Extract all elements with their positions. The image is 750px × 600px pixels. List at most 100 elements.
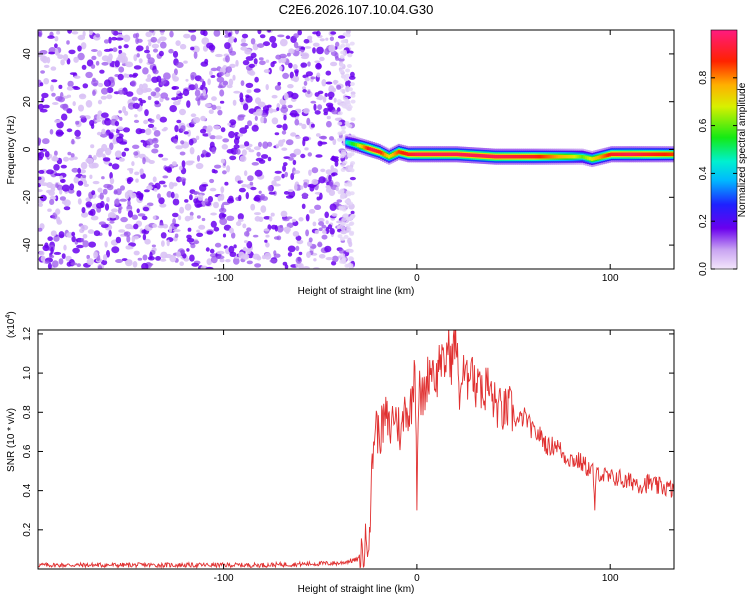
bottom-x-axis-label: Height of straight line (km) [298,584,415,595]
noise-blob [276,124,283,129]
noise-blob [240,80,245,86]
noise-blob [269,259,278,263]
ridge-cell [650,152,654,157]
noise-blob [303,39,310,44]
noise-blob [73,75,81,79]
ridge-cell [465,153,468,157]
noise-blob [340,163,346,167]
noise-blob [40,182,49,187]
noise-blob [38,202,43,207]
ridge-cell [420,152,424,157]
ridge-cell [378,150,381,154]
noise-blob [60,59,65,66]
noise-blob [142,233,147,241]
noise-blob [318,221,325,226]
noise-blob [160,251,168,259]
noise-blob [275,143,280,149]
noise-blob [109,142,114,151]
ridge-cell [627,152,631,157]
noise-blob [85,201,93,208]
noise-blob [262,141,269,149]
noise-blob [300,185,304,190]
noise-blob [259,34,266,39]
noise-blob [44,260,50,264]
noise-blob [114,198,120,206]
noise-blob [298,263,304,269]
noise-blob [97,82,104,88]
noise-blob [287,189,294,193]
noise-blob [341,257,347,262]
noise-blob [198,97,207,101]
noise-blob [58,231,65,239]
noise-blob [280,106,289,114]
noise-blob [307,152,312,157]
noise-blob [207,196,213,203]
noise-blob [188,138,194,146]
noise-blob [242,223,247,229]
noise-blob [213,226,220,232]
ridge-cell [652,152,656,157]
noise-blob [331,172,338,176]
noise-blob [151,126,157,131]
noise-blob [260,205,267,213]
noise-blob [200,115,207,122]
noise-blob [144,49,150,54]
noise-blob [267,30,271,33]
ridge-cell [670,152,673,157]
noise-blob [340,253,346,258]
noise-blob [103,183,112,189]
noise-blob [258,57,264,61]
noise-blob [76,190,82,197]
noise-blob [342,39,348,44]
noise-blob [153,48,158,53]
noise-blob [226,197,235,204]
noise-blob [142,67,149,75]
noise-blob [159,30,165,33]
noise-blob [347,166,353,171]
noise-blob [276,225,284,233]
noise-blob [178,177,187,183]
ridge-cell [492,154,495,159]
noise-blob [179,43,187,50]
noise-blob [147,74,152,80]
ridge-cell [432,152,435,157]
noise-blob [96,114,101,123]
noise-blob [319,56,325,62]
ridge-cell [604,153,607,158]
noise-blob [340,167,346,172]
noise-blob [295,47,300,52]
noise-blob [189,254,195,262]
noise-blob [247,175,254,182]
ridge-cell [602,154,605,158]
noise-blob [55,129,64,137]
noise-blob [101,176,105,180]
noise-blob [191,262,200,267]
noise-blob [276,107,280,111]
noise-blob [278,139,284,147]
noise-blob [301,203,306,209]
ridge-cell [538,154,542,159]
noise-blob [92,180,100,185]
noise-blob [72,247,80,254]
noise-blob [173,138,178,144]
noise-blob [269,216,273,222]
noise-blob [246,227,252,232]
ridge-cell [658,152,662,157]
noise-blob [115,134,120,138]
noise-blob [99,131,108,138]
noise-blob [233,257,240,265]
noise-blob [219,217,228,226]
noise-blob [63,206,71,211]
ridge-cell [569,154,573,159]
noise-blob [267,185,273,192]
ridge-cell [501,154,505,159]
noise-blob [134,171,140,176]
noise-blob [245,147,252,150]
noise-blob [38,176,42,181]
noise-blob [348,256,354,261]
noise-blob [160,232,167,239]
noise-blob [233,90,241,94]
noise-blob [103,254,108,261]
noise-blob [174,233,179,238]
ridge-cell [453,152,457,157]
